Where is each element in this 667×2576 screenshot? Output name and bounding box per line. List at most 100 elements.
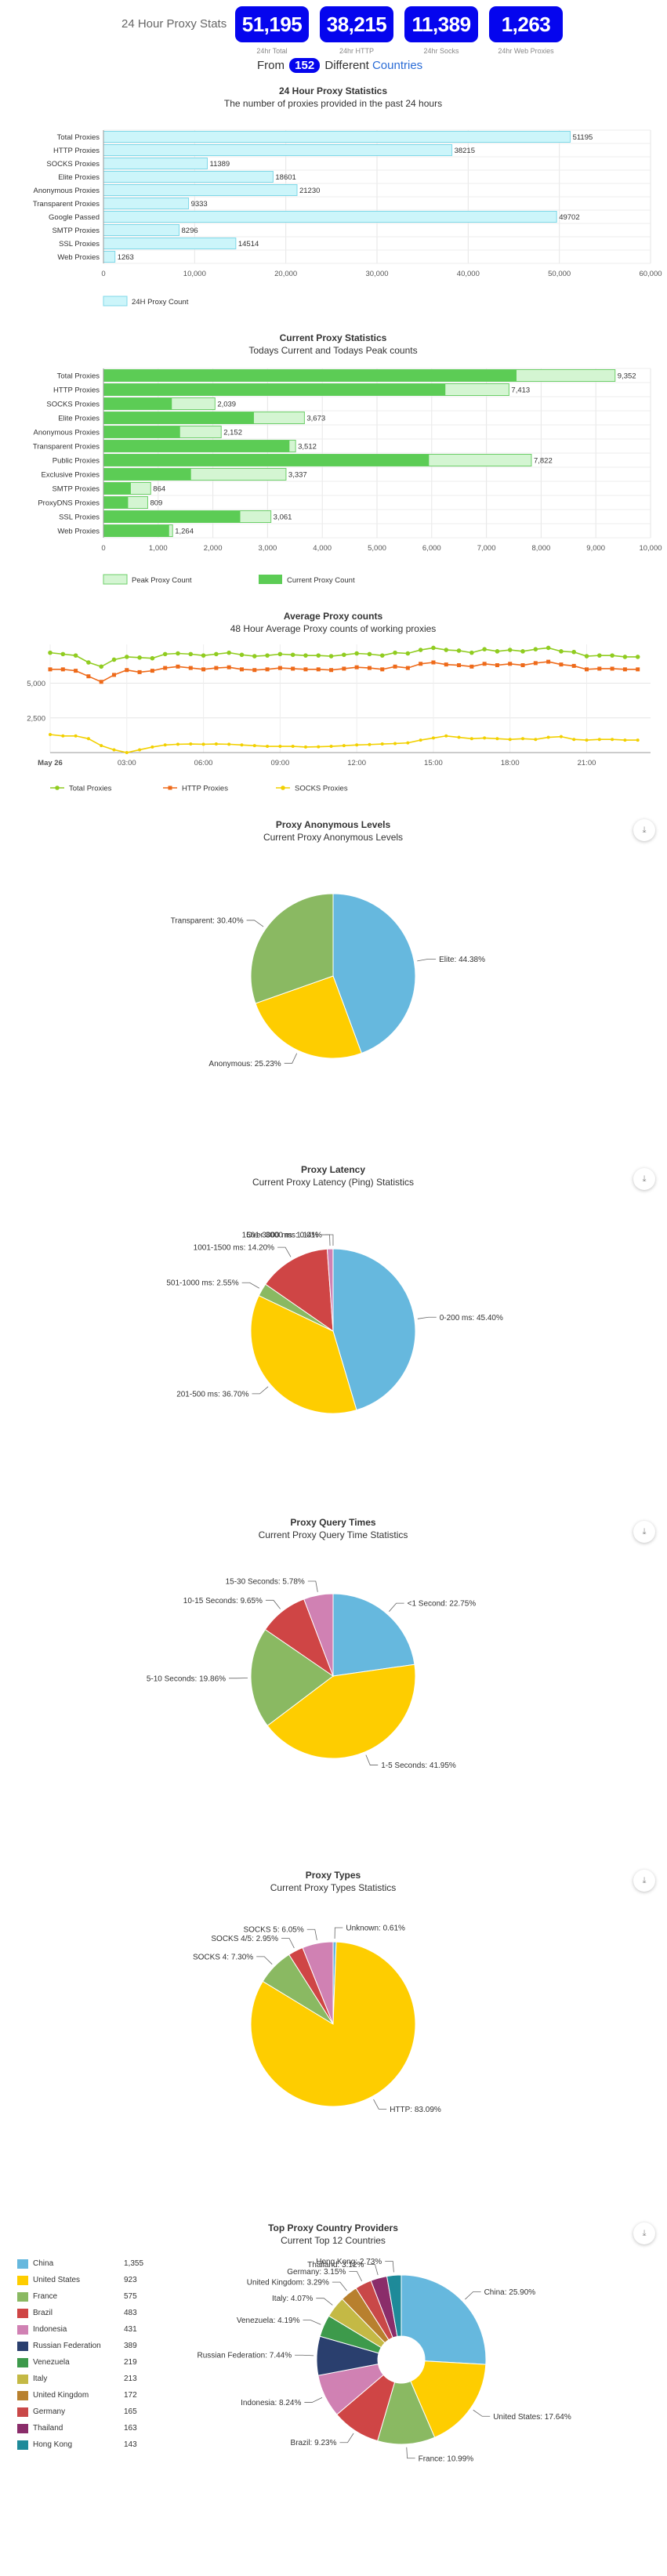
data-point [546,645,551,651]
data-point [48,650,53,655]
slice-label: United Kingdom: 3.29% [247,2279,329,2288]
legend-label: 24H Proxy Count [132,298,189,307]
data-point [162,651,168,657]
data-point [201,742,205,746]
download-icon[interactable]: ⤓ [633,819,655,841]
country-count-badge: 152 [289,58,321,73]
countries-link[interactable]: Countries [372,59,423,72]
data-point [406,741,410,745]
data-point [508,738,512,742]
x-tick-label: 03:00 [118,759,136,767]
list-item: Indonesia 431 [14,2324,163,2340]
value-label: 11389 [209,160,230,169]
country-count: 143 [124,2440,137,2449]
data-point [316,653,321,658]
data-point [291,745,295,749]
data-point [495,663,499,668]
stat-socks-value: 11,389 [404,6,478,42]
pie-slice [401,2274,487,2365]
data-point [354,665,359,669]
data-point [176,664,180,669]
current-bar [103,369,517,382]
category-label: Google Passed [49,213,100,222]
connector-line [307,1580,318,1592]
value-label: 51195 [573,133,593,142]
data-point [444,662,448,667]
country-name: Venezuela [33,2358,70,2367]
legend-label: Current Proxy Count [287,576,355,585]
data-point [112,748,116,752]
from-text: From [257,59,285,72]
pie-slice [332,893,416,1054]
country-name: Italy [33,2375,48,2383]
value-label: 3,512 [298,443,317,452]
download-icon[interactable]: ⤓ [633,1521,655,1543]
data-point [265,653,270,658]
connector-line [306,1928,317,1941]
value-label: 809 [150,499,162,508]
legend-marker [55,785,60,790]
country-count: 163 [124,2424,137,2433]
connector-line [241,1282,259,1289]
x-tick-label: 3,000 [259,544,277,553]
data-point [86,737,90,741]
data-point [239,652,245,658]
data-point [469,650,474,655]
value-label: 14514 [238,240,259,249]
list-item: United States 923 [14,2274,163,2291]
slice-label: Brazil: 9.23% [291,2439,337,2447]
stat-total: 51,195 24hr Total [235,6,309,55]
data-point [533,647,538,651]
list-item: China 1,355 [14,2258,163,2274]
value-label: 3,061 [274,513,292,522]
slice-label: Germany: 3.15% [287,2268,346,2277]
value-label: 9333 [191,200,208,209]
download-icon[interactable]: ⤓ [633,1168,655,1190]
download-icon[interactable]: ⤓ [633,1870,655,1892]
slice-label: Indonesia: 8.24% [241,2399,301,2407]
data-point [457,735,461,739]
category-label: Total Proxies [57,372,100,381]
data-point [380,667,385,672]
stat-web-value: 1,263 [489,6,563,42]
data-point [623,738,627,742]
data-point [150,669,154,673]
country-count: 389 [124,2342,137,2350]
data-point [584,654,589,659]
value-label: 38215 [455,147,475,155]
legend-marker [281,785,285,790]
data-point [611,738,614,742]
x-tick-label: 20,000 [274,270,297,278]
data-point [265,667,270,672]
slice-label: 1001-1500 ms: 14.20% [194,1244,275,1253]
data-point [368,742,372,746]
slice-label: 10-15 Seconds: 9.65% [183,1597,263,1605]
connector-line [334,1927,343,1939]
country-swatch [17,2259,28,2269]
different-text: Different [324,59,369,72]
legend-label: SOCKS Proxies [295,785,348,793]
category-label: Transparent Proxies [33,443,100,452]
download-icon[interactable]: ⤓ [633,2222,655,2244]
country-name: Thailand [33,2424,63,2433]
data-point [520,649,525,654]
x-tick-label: 50,000 [548,270,571,278]
x-tick-label: 09:00 [270,759,289,767]
slice-label: Hong Kong: 2.73% [316,2258,382,2266]
chart-title: 24 Hour Proxy Statistics [279,85,387,96]
slice-label: 501-1000 ms: 2.55% [166,1279,238,1288]
stat-http-label: 24hr HTTP [339,47,374,55]
connector-line [385,2261,394,2273]
x-tick-label: 8,000 [532,544,551,553]
country-swatch [17,2440,28,2450]
list-item: France 575 [14,2291,163,2307]
category-label: Exclusive Proxies [42,471,100,480]
legend-label: HTTP Proxies [182,785,228,793]
anonymous-levels-chart: Proxy Anonymous Levels Current Proxy Anon… [171,819,486,1068]
category-label: Public Proxies [53,457,100,466]
x-tick-label: 06:00 [194,759,213,767]
connector-line [303,2320,321,2325]
x-tick-label: 18:00 [501,759,520,767]
data-point [328,654,334,659]
x-tick-label: 15:00 [424,759,443,767]
